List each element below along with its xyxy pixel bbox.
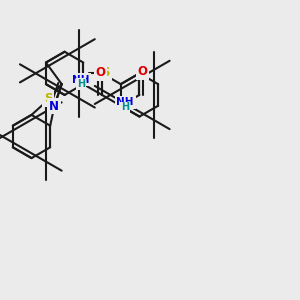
Text: S: S [44, 92, 53, 105]
Text: N: N [49, 100, 59, 112]
Text: O: O [95, 66, 106, 79]
Text: H: H [121, 102, 129, 112]
Text: S: S [101, 66, 110, 79]
Text: NH: NH [72, 75, 90, 85]
Text: O: O [137, 65, 147, 78]
Text: H: H [77, 79, 85, 89]
Text: NH: NH [116, 97, 134, 107]
